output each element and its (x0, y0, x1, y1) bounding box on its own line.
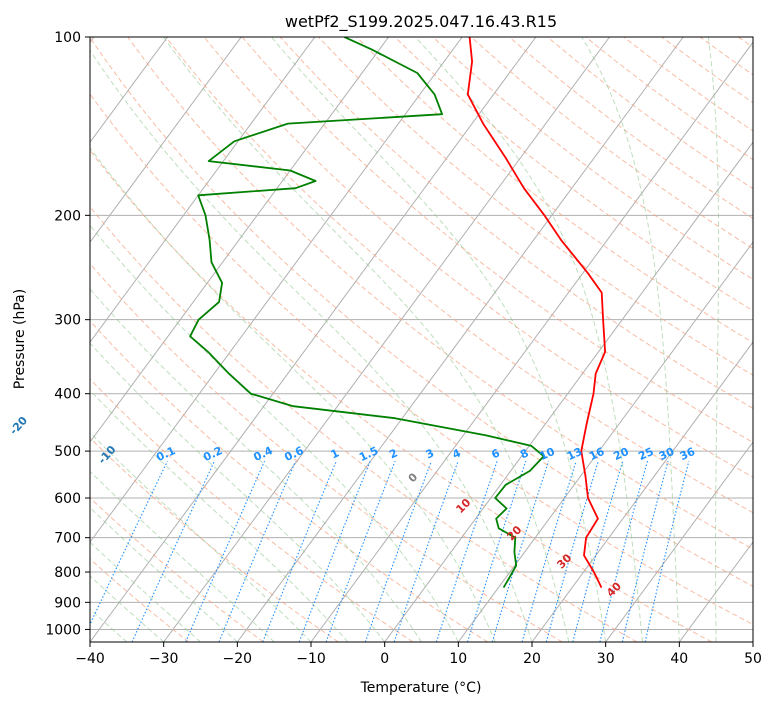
mixing-ratio-line (218, 460, 297, 642)
temperature-profile (466, 37, 606, 588)
y-tick-label: 600 (54, 491, 81, 507)
dry-adiabat-line (90, 262, 563, 642)
isotherm-line (384, 141, 753, 642)
isotherm-line (90, 37, 316, 343)
isotherm-line (236, 37, 684, 642)
y-tick-label: 100 (54, 30, 81, 46)
mixing-ratio-label: 10 (537, 445, 557, 463)
mixing-ratio-line (435, 461, 498, 642)
dry-adiabat-line (279, 37, 753, 410)
x-axis-label: Temperature (°C) (360, 680, 482, 696)
dry-adiabat-line (90, 93, 753, 626)
isotherm-line (310, 41, 753, 642)
y-tick-label: 400 (54, 387, 81, 403)
mixing-ratio-line (131, 460, 215, 642)
dry-adiabat-line (90, 149, 712, 642)
plot-frame (89, 36, 754, 643)
mixing-ratio-label: 36 (678, 445, 698, 463)
mixing-ratio-line (185, 460, 266, 642)
x-tick-label: 10 (449, 651, 467, 667)
moist-adiabat-line (162, 37, 570, 642)
moist-adiabat-line (90, 470, 275, 642)
y-tick-label: 300 (54, 313, 81, 329)
mixing-ratio-line (90, 460, 168, 626)
x-tick-label: 0 (380, 651, 389, 667)
mixing-ratio-label: 13 (565, 445, 584, 463)
mixing-ratio-line (599, 461, 649, 642)
x-tick-label: −20 (223, 651, 253, 667)
isotherm-line (457, 241, 753, 642)
dry-adiabat-line (394, 37, 753, 312)
mixing-ratio-label: 25 (636, 445, 655, 463)
y-tick-label: 200 (54, 208, 81, 224)
mixing-ratio-line (545, 461, 599, 642)
mixing-ratio-line (466, 461, 527, 642)
y-tick-label: 800 (54, 565, 81, 581)
mixing-ratio-line (644, 461, 690, 642)
dry-adiabat-line (90, 205, 638, 642)
moist-adiabat-line (90, 288, 422, 642)
y-axis-label: Pressure (hPa) (12, 289, 28, 389)
isotherm-line (605, 441, 753, 642)
moist-adiabat-line (90, 431, 312, 642)
y-tick-label: 500 (54, 444, 81, 460)
isotherm-line (90, 37, 242, 244)
moist-adiabat-line (90, 147, 496, 642)
dry-adiabat-line (318, 37, 753, 376)
dry-adiabat-line (90, 558, 190, 642)
moist-adiabat-line (581, 37, 680, 642)
x-tick-label: 20 (523, 651, 541, 667)
isotherm-line (90, 37, 463, 543)
y-tick-label: 700 (54, 531, 81, 547)
isotherm-line (163, 37, 610, 642)
mixing-ratio-line (621, 461, 669, 642)
moist-adiabat-line (415, 37, 643, 642)
dry-adiabat-line (90, 37, 753, 587)
dry-adiabat-line (127, 37, 753, 550)
dry-adiabat-line (90, 437, 339, 642)
mixing-ratio-label: 30 (657, 445, 677, 463)
mixing-ratio-label: 16 (587, 445, 607, 463)
isotherm-line (531, 341, 753, 642)
dry-adiabat-line (90, 378, 414, 642)
x-tick-label: 30 (597, 651, 615, 667)
mixing-ratio-line (298, 460, 371, 642)
moist-adiabat-line (90, 389, 349, 642)
axes: −40 −30 −20 −10 0 10 20 30 40 50 100 200 300 400 500 60… (45, 30, 762, 667)
isotherm-line (90, 37, 168, 144)
mixing-ratio-line (262, 460, 337, 642)
isotherm-line (90, 37, 389, 443)
mixing-ratio-line (521, 461, 577, 642)
x-tick-label: −10 (296, 651, 326, 667)
x-tick-label: −30 (149, 651, 179, 667)
moist-adiabat-line (271, 37, 607, 642)
dewpoint-profile (189, 37, 545, 589)
isotherm-line (90, 37, 537, 642)
x-tick-label: 50 (744, 651, 762, 667)
mixing-ratio-label: 20 (611, 445, 631, 463)
plot-area (90, 37, 753, 642)
chart-title: wetPf2_S199.2025.047.16.43.R15 (285, 12, 557, 32)
x-tick-label: −40 (75, 651, 105, 667)
moist-adiabat-line (707, 37, 720, 642)
dry-adiabat-line (241, 37, 753, 444)
x-tick-label: 40 (670, 651, 688, 667)
moist-adiabat-line (90, 224, 459, 642)
mixing-ratio-line (572, 461, 624, 642)
y-tick-label: 1000 (45, 622, 81, 638)
y-tick-label: 900 (54, 595, 81, 611)
moist-adiabat-line (90, 49, 533, 642)
dry-adiabat-line (165, 37, 753, 514)
